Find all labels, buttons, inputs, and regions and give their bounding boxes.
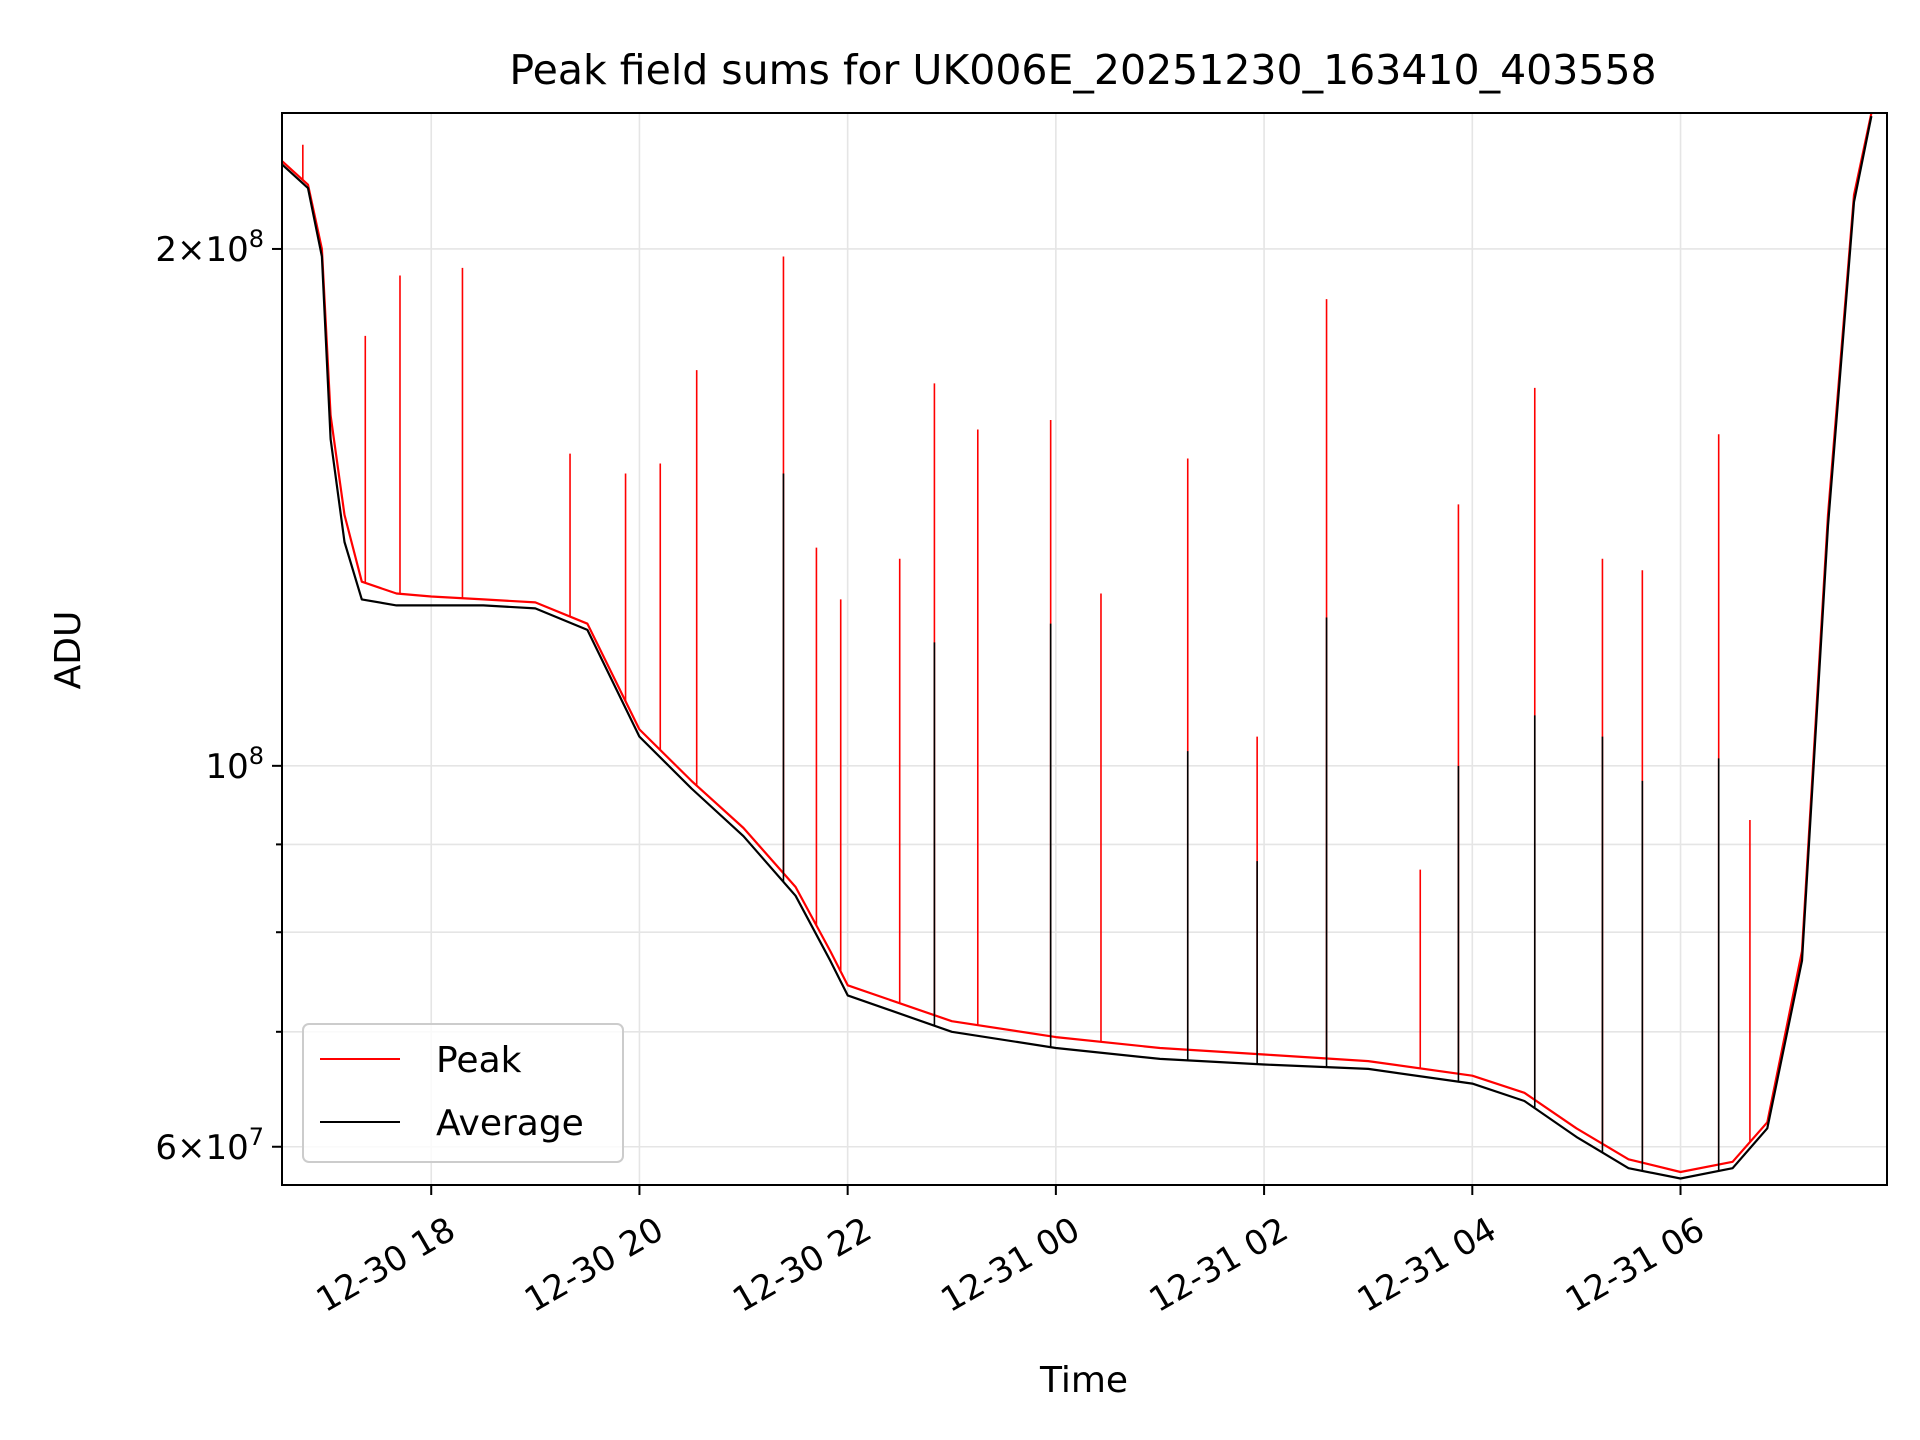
y-tick-label: 108 bbox=[205, 742, 264, 787]
chart-title: Peak field sums for UK006E_20251230_1634… bbox=[509, 46, 1656, 94]
plot-area bbox=[282, 113, 1873, 1180]
legend-peak-label: Peak bbox=[436, 1040, 522, 1081]
legend: Peak Average bbox=[302, 1023, 624, 1163]
series-line-peak bbox=[282, 113, 1873, 1174]
y-tick-label: 6×107 bbox=[155, 1123, 264, 1168]
y-tick-label: 2×108 bbox=[155, 225, 264, 270]
plot-frame bbox=[281, 112, 1888, 1186]
y-axis-ticks: 2×108 108 6×107 bbox=[155, 225, 282, 1168]
legend-average-label: Average bbox=[436, 1103, 584, 1144]
y-axis-label: ADU bbox=[48, 611, 89, 690]
x-axis-label: Time bbox=[1039, 1360, 1128, 1401]
series-line-average bbox=[282, 115, 1873, 1180]
